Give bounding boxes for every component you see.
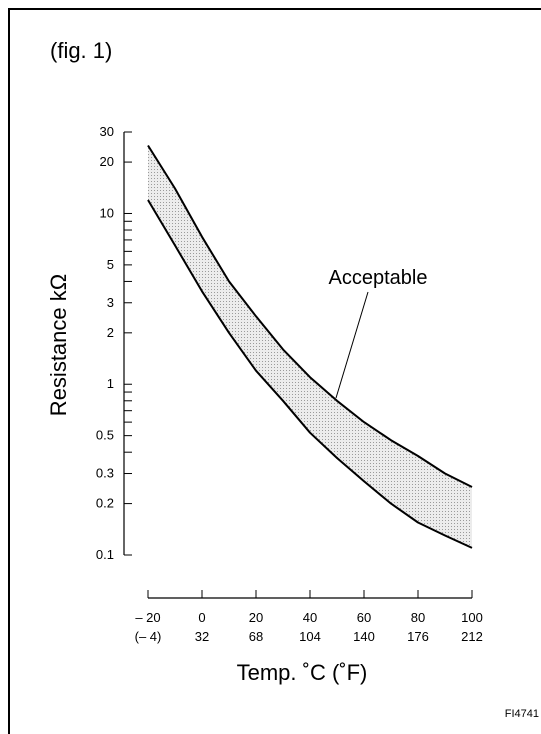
x-axis-label: Temp. ˚C (˚F) [237, 660, 368, 685]
x-tick-label-fahrenheit: 104 [299, 629, 321, 644]
y-tick-label: 2 [107, 325, 114, 340]
x-tick-label-fahrenheit: 68 [249, 629, 263, 644]
x-tick-label-celsius: – 20 [135, 610, 160, 625]
x-tick-label-celsius: 20 [249, 610, 263, 625]
x-tick-label-fahrenheit: 140 [353, 629, 375, 644]
x-tick-label-celsius: 60 [357, 610, 371, 625]
annotation-acceptable: Acceptable [329, 267, 428, 289]
x-tick-label-fahrenheit: (– 4) [135, 629, 162, 644]
lower-limit-line [147, 199, 473, 549]
x-tick-label-celsius: 100 [461, 610, 483, 625]
y-tick-label: 1 [107, 376, 114, 391]
y-tick-label: 10 [100, 205, 114, 220]
y-tick-label: 0.2 [96, 496, 114, 511]
annotation-leader-line [335, 291, 369, 399]
y-tick-label: 30 [100, 124, 114, 139]
y-tick-label: 0.3 [96, 466, 114, 481]
x-tick-label-fahrenheit: 176 [407, 629, 429, 644]
acceptable-band [148, 145, 472, 548]
y-tick-label: 3 [107, 295, 114, 310]
x-tick-label-fahrenheit: 212 [461, 629, 483, 644]
y-tick-label: 5 [107, 257, 114, 272]
figure-code: FI4741 [504, 708, 539, 720]
x-tick-label-celsius: 0 [198, 610, 205, 625]
x-tick-label-fahrenheit: 32 [195, 629, 209, 644]
y-tick-label: 20 [100, 154, 114, 169]
y-tick-label: 0.5 [96, 428, 114, 443]
figure-label: (fig. 1) [50, 38, 113, 63]
figure-frame [8, 8, 541, 734]
y-tick-label: 0.1 [96, 547, 114, 562]
x-tick-label-celsius: 80 [411, 610, 425, 625]
upper-limit-line [147, 144, 473, 488]
y-axis-label: Resistance kΩ [46, 274, 71, 416]
x-tick-label-celsius: 40 [303, 610, 317, 625]
